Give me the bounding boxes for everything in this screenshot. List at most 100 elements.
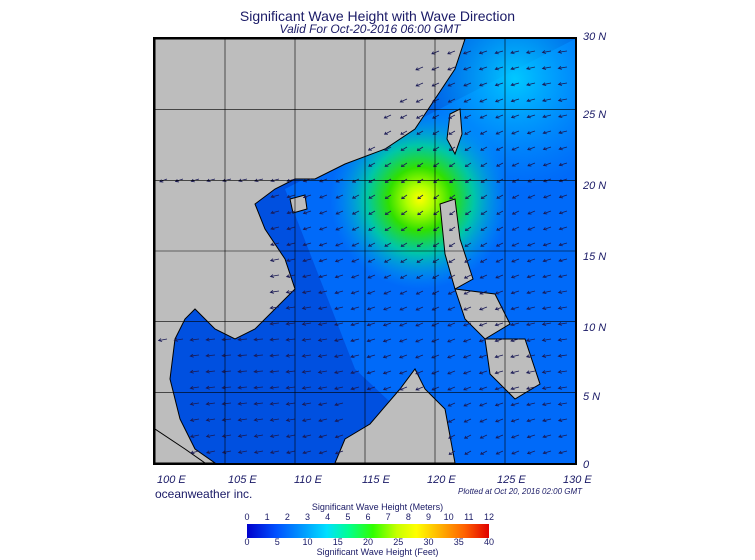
- wave-arrow: [542, 226, 552, 231]
- wave-arrow: [317, 402, 328, 407]
- colorbar-title-feet: Significant Wave Height (Feet): [316, 547, 439, 557]
- wave-arrow: [351, 210, 360, 215]
- wave-arrow: [205, 401, 216, 406]
- wave-arrow: [253, 434, 264, 438]
- wave-arrow: [382, 322, 392, 327]
- wave-arrow: [496, 162, 504, 167]
- wave-arrow: [350, 354, 360, 359]
- wave-arrow: [510, 114, 520, 119]
- wave-arrow: [557, 337, 568, 342]
- wave-arrow: [269, 385, 280, 390]
- land-hainan: [289, 194, 308, 214]
- wave-arrow: [433, 162, 440, 168]
- wave-arrow: [464, 258, 472, 263]
- wave-arrow: [415, 306, 424, 311]
- meter-tick: 12: [483, 512, 495, 522]
- wave-arrow: [416, 130, 424, 135]
- wave-arrow: [189, 402, 200, 406]
- wave-arrow: [318, 290, 328, 295]
- wave-arrow: [511, 162, 520, 167]
- wave-arrow: [449, 226, 456, 232]
- wave-arrow: [480, 450, 488, 455]
- wave-arrow: [367, 274, 376, 279]
- wave-arrow: [367, 258, 376, 263]
- wave-arrow: [335, 242, 344, 247]
- wave-arrow: [478, 354, 488, 359]
- wave-arrow: [479, 130, 488, 135]
- wave-arrow: [401, 194, 408, 200]
- lon-label: 110 E: [294, 474, 322, 486]
- wave-arrow: [527, 210, 536, 215]
- wave-arrow: [285, 353, 296, 358]
- wave-arrow: [510, 434, 520, 439]
- wave-arrow: [368, 210, 376, 215]
- wave-arrow: [205, 353, 216, 358]
- wave-arrow: [449, 178, 456, 184]
- wave-arrow: [269, 401, 280, 406]
- wave-arrow: [448, 274, 456, 279]
- wave-arrow: [189, 385, 200, 390]
- wave-arrow: [415, 338, 424, 343]
- feet-tick: 20: [362, 537, 374, 547]
- wave-arrow: [189, 353, 200, 358]
- wave-arrow: [254, 178, 264, 183]
- wave-arrow: [189, 434, 200, 438]
- wave-arrow: [431, 82, 440, 87]
- wave-arrow: [302, 210, 312, 215]
- wave-arrow: [448, 434, 456, 439]
- wave-arrow: [416, 274, 424, 279]
- wave-arrow: [285, 337, 296, 342]
- wave-arrow: [557, 418, 568, 422]
- wave-arrow: [335, 194, 344, 199]
- wave-arrow: [269, 274, 280, 278]
- wave-arrow: [526, 114, 536, 119]
- wave-arrow: [399, 290, 408, 295]
- wave-arrow: [417, 194, 424, 200]
- wave-arrow: [269, 321, 280, 326]
- wave-arrow: [542, 450, 552, 455]
- wave-arrow: [510, 66, 520, 71]
- wave-arrow: [400, 130, 408, 135]
- wave-arrow: [334, 258, 344, 263]
- wave-arrow: [526, 434, 536, 439]
- wave-arrow: [478, 322, 488, 327]
- wave-arrow: [190, 450, 200, 455]
- wave-arrow: [334, 306, 344, 311]
- wave-arrow: [496, 226, 504, 231]
- wave-arrow: [302, 434, 312, 439]
- wave-arrow: [269, 258, 280, 262]
- wave-arrow: [541, 98, 552, 103]
- wave-arrow: [511, 194, 520, 199]
- wave-arrow: [400, 226, 408, 232]
- wave-arrow: [431, 306, 440, 311]
- wave-arrow: [417, 178, 424, 184]
- wave-arrow: [237, 353, 248, 358]
- wave-arrow: [221, 401, 232, 406]
- wave-arrow: [557, 306, 568, 310]
- wave-arrow: [253, 450, 264, 454]
- wave-arrow: [511, 130, 520, 135]
- lon-label: 115 E: [362, 474, 390, 486]
- wave-arrow: [558, 194, 568, 199]
- wave-arrow: [525, 370, 536, 374]
- wave-arrow: [510, 338, 520, 343]
- wave-arrow: [270, 210, 280, 215]
- wave-arrow: [527, 242, 536, 247]
- wave-arrow: [449, 162, 456, 168]
- wave-arrow: [480, 146, 488, 151]
- wave-arrow: [494, 98, 504, 103]
- wave-arrow: [495, 258, 504, 263]
- wave-arrow: [221, 369, 232, 374]
- wave-arrow: [541, 338, 552, 342]
- wave-arrow: [447, 418, 456, 423]
- wave-arrow: [510, 402, 520, 407]
- wave-arrow: [479, 114, 488, 119]
- wave-arrow: [462, 50, 472, 55]
- wave-arrow: [334, 434, 344, 439]
- wave-arrow: [173, 338, 184, 342]
- feet-tick: 40: [483, 537, 495, 547]
- wave-arrow: [464, 130, 472, 135]
- wave-arrow: [384, 210, 392, 215]
- wave-arrow: [510, 306, 520, 311]
- wave-arrow: [399, 370, 408, 375]
